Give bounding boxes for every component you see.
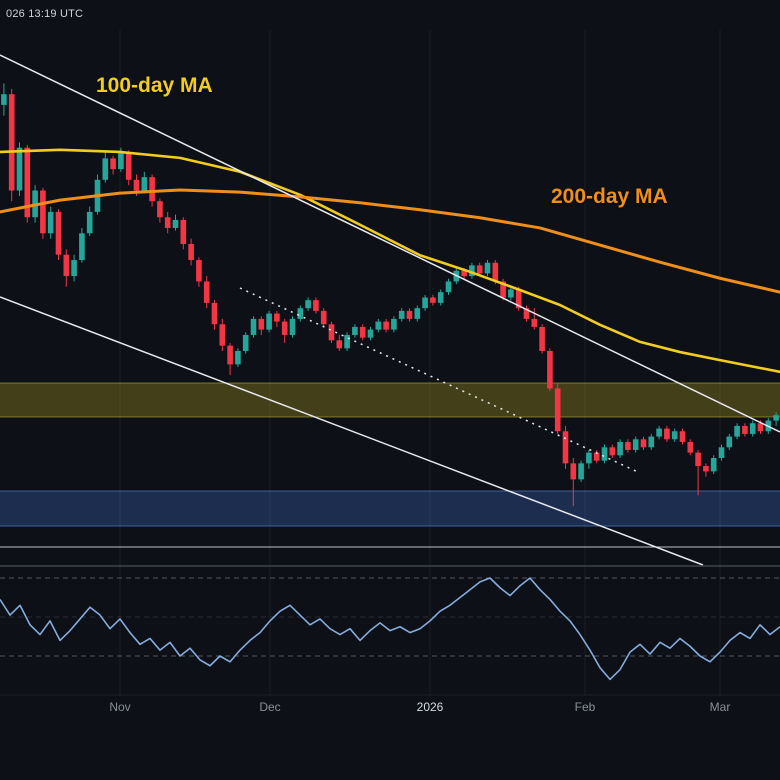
timestamp: 026 13:19 UTC (6, 8, 84, 20)
time-axis-label-dec: Dec (259, 700, 281, 714)
ma100-label: 100-day MA (96, 74, 213, 97)
time-axis-label-mar: Mar (709, 700, 731, 714)
time-axis-label-nov: Nov (109, 700, 131, 714)
time-axis-label-2026: 2026 (416, 700, 444, 714)
ma200-label: 200-day MA (551, 185, 668, 208)
time-axis-label-feb: Feb (574, 700, 596, 714)
